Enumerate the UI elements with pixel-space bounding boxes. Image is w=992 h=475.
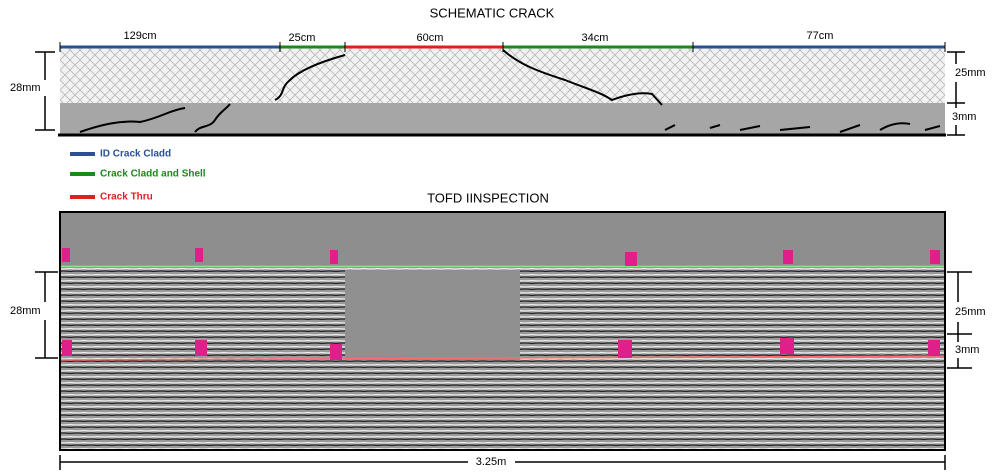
legend-label: ID Crack Cladd bbox=[100, 149, 171, 160]
segment-label: 34cm bbox=[582, 32, 609, 44]
cladding bbox=[60, 47, 945, 103]
dimension-label: 25mm bbox=[955, 67, 986, 79]
legend-label: Crack Cladd and Shell bbox=[100, 169, 206, 180]
dimension-label: 3mm bbox=[955, 344, 979, 356]
dimension-label: 28mm bbox=[10, 82, 41, 94]
dimension-label: 3mm bbox=[952, 111, 976, 123]
dimension-label: 25mm bbox=[955, 306, 986, 318]
schematic-title: SCHEMATIC CRACK bbox=[430, 5, 555, 20]
dimension-label: 28mm bbox=[10, 305, 41, 317]
legend-label: Crack Thru bbox=[100, 192, 153, 203]
segment-label: 129cm bbox=[123, 30, 156, 42]
diagram: SCHEMATIC CRACK 129cm 25cm 60cm 34cm 77c… bbox=[0, 0, 992, 475]
segment-label: 77cm bbox=[807, 30, 834, 42]
length-label: 3.25m bbox=[476, 456, 507, 468]
shell bbox=[60, 103, 945, 135]
segment-label: 25cm bbox=[289, 32, 316, 44]
segment-label: 60cm bbox=[417, 32, 444, 44]
tofd-upper bbox=[61, 213, 944, 265]
tofd-blank bbox=[345, 270, 520, 360]
tofd-title: TOFD IINSPECTION bbox=[427, 190, 549, 205]
